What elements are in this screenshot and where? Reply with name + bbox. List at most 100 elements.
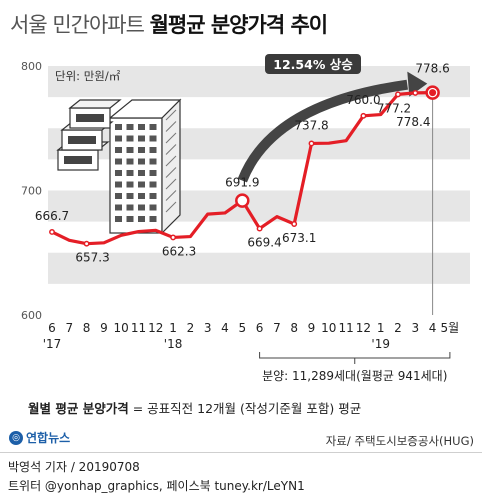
x-tick-label: 2	[187, 321, 195, 335]
building-block-top	[68, 99, 122, 109]
increase-arrow-shaft	[237, 79, 408, 183]
data-point	[308, 140, 315, 147]
y-tick-label: 800	[21, 60, 42, 73]
building-side-line	[165, 178, 177, 190]
data-label: 778.4	[396, 115, 430, 129]
y-tick-label: 700	[21, 185, 42, 198]
building-window	[126, 170, 134, 176]
building-window	[138, 216, 145, 222]
building-side-line	[165, 201, 177, 213]
building-window	[115, 193, 122, 199]
footnote-rest: = 공표직전 12개월 (작성기준월 포함) 평균	[128, 401, 362, 416]
building-window	[138, 158, 145, 165]
data-label: 760.0	[346, 93, 380, 107]
data-label: 666.7	[35, 209, 69, 223]
building-side	[161, 98, 181, 235]
x-tick-label: 11	[338, 321, 353, 335]
building-window	[138, 147, 145, 153]
data-label: 662.3	[162, 244, 196, 258]
building-window	[126, 158, 134, 165]
yonhap-logo: ◎ 연합뉴스	[9, 429, 70, 446]
source-label: 자료/ 주택도시보증공사(HUG)	[325, 434, 474, 448]
data-label: 669.4	[247, 236, 281, 250]
data-label: 673.1	[282, 231, 316, 245]
apartment-building-icon	[56, 98, 182, 235]
credit-divider	[0, 452, 482, 453]
increase-badge-label: 12.54% 상승	[273, 57, 353, 72]
year-label: '18	[164, 337, 183, 351]
building-window	[126, 135, 134, 142]
building-side-line	[165, 155, 177, 167]
x-tick-label: 7	[65, 321, 73, 335]
line-chart: 600 700 800 단위: 만원/㎡ 12.54% 상승 666.7 657.3 662.…	[21, 54, 470, 383]
building-side-line	[165, 190, 177, 201]
building-window	[149, 170, 157, 176]
x-tick-label: 11	[131, 321, 146, 335]
data-point	[291, 221, 298, 227]
building-window	[138, 135, 145, 142]
sale-bracket	[259, 352, 451, 359]
increase-arrow-head	[407, 71, 428, 97]
building-side-line	[165, 132, 177, 144]
data-label: 691.9	[225, 176, 259, 190]
logo-text: 연합뉴스	[26, 431, 71, 445]
building-window	[115, 135, 122, 142]
x-tick-label: 10	[321, 321, 336, 335]
data-label: 737.8	[294, 118, 328, 132]
building-window	[126, 216, 134, 222]
building-window	[149, 158, 157, 165]
title-bold: 월평균 분양가격 추이	[149, 13, 329, 37]
building-block-window	[68, 136, 96, 144]
x-tick-label: 12	[356, 321, 371, 335]
data-point	[412, 89, 419, 96]
grid-band	[48, 252, 470, 284]
footnote: 월별 평균 분양가격 = 공표직전 12개월 (작성기준월 포함) 평균	[28, 398, 361, 417]
data-label: 778.6	[415, 62, 449, 76]
building-window	[126, 147, 134, 153]
x-tick-label: 5월	[441, 321, 460, 335]
building-window	[115, 124, 122, 130]
footnote-bold: 월별 평균 분양가격	[28, 401, 129, 416]
increase-badge	[265, 54, 361, 74]
data-point	[83, 240, 90, 247]
building-window	[149, 124, 157, 130]
building-window	[126, 124, 134, 130]
building-block-window	[64, 156, 92, 164]
x-tick-label: 10	[114, 321, 129, 335]
data-point	[170, 234, 177, 241]
building-window	[149, 181, 157, 188]
x-tick-label: 12	[148, 321, 163, 335]
x-tick-label: 6	[48, 321, 56, 335]
building-side-line	[165, 109, 177, 121]
yonhap-logo-icon: ◎	[9, 430, 23, 445]
building-window	[149, 204, 157, 211]
x-tick-label: 3	[204, 321, 212, 335]
x-tick-label: 6	[256, 321, 264, 335]
title-light: 서울 민간아파트	[10, 13, 150, 37]
x-tick-label: 8	[83, 321, 91, 335]
building-window	[126, 204, 134, 211]
credit-social: 트위터 @yonhap_graphics, 페이스북 tuney.kr/LeYN…	[8, 479, 305, 493]
data-point	[49, 229, 55, 235]
chart-title: 서울 민간아파트 월평균 분양가격 추이	[10, 9, 329, 39]
data-point	[395, 91, 401, 98]
building-window	[115, 216, 122, 222]
unit-label: 단위: 만원/㎡	[55, 69, 121, 83]
building-window	[149, 147, 157, 153]
year-label: '17	[43, 337, 62, 351]
building-side-line	[165, 167, 177, 178]
x-tick-label: 1	[377, 321, 385, 335]
x-tick-label: 3	[411, 321, 419, 335]
building-block-window	[76, 114, 104, 122]
building-window	[115, 181, 122, 188]
building-window	[115, 204, 122, 211]
x-tick-label: 4	[221, 321, 229, 335]
data-label: 777.2	[377, 101, 411, 115]
building-window	[138, 204, 145, 211]
y-tick-label: 600	[21, 309, 42, 322]
data-point	[360, 112, 367, 119]
building-window	[126, 181, 134, 188]
building-window	[115, 170, 122, 176]
x-tick-label: 2	[394, 321, 402, 335]
building-window	[149, 135, 157, 142]
